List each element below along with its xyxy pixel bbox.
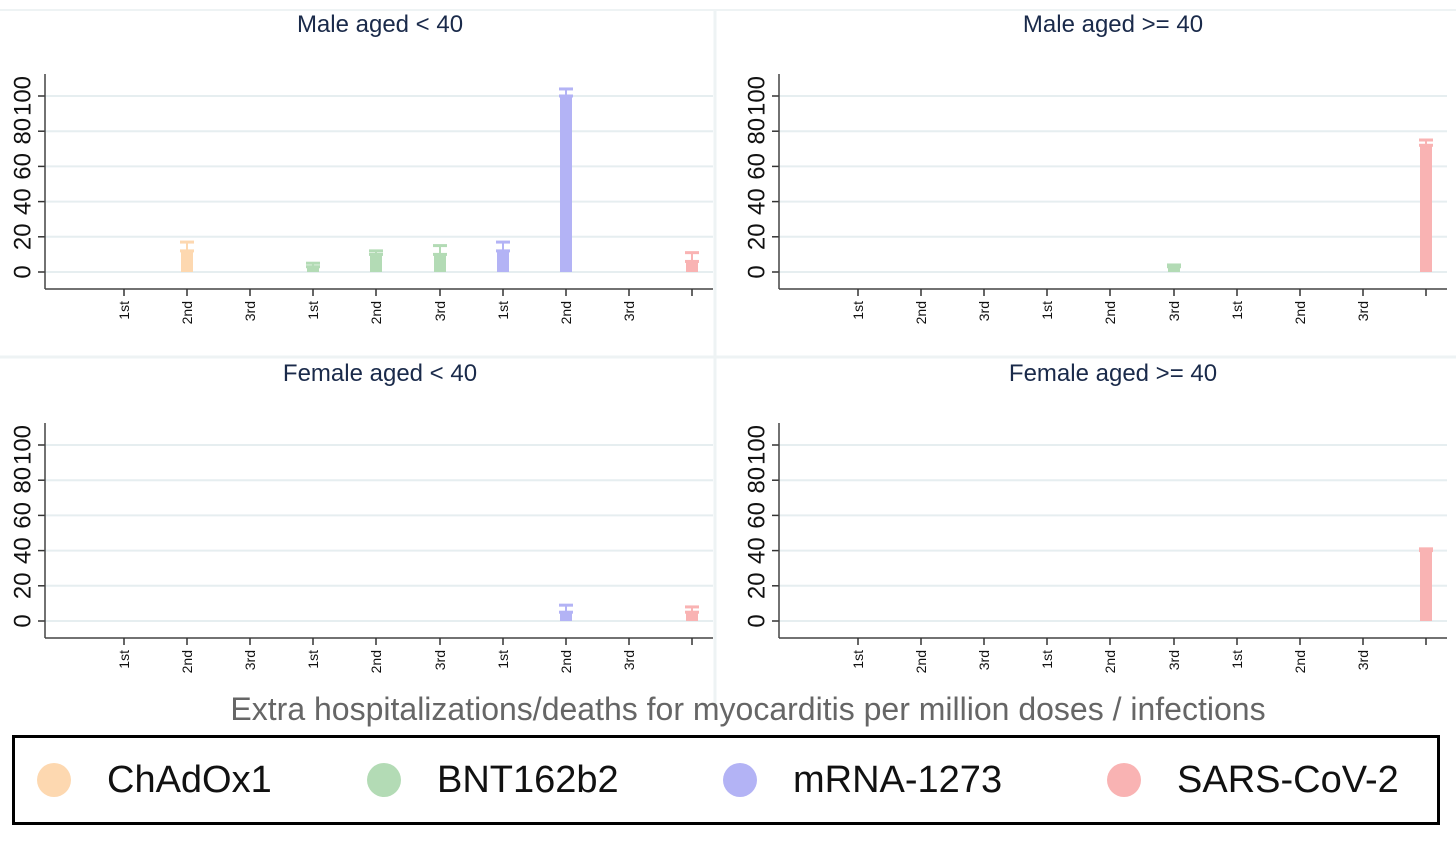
y-tick-label: 100 [10, 76, 37, 116]
y-tick-label: 60 [744, 502, 771, 529]
x-tick-label: 2nd [1292, 650, 1308, 673]
x-tick-label: 2nd [368, 650, 384, 673]
x-tick-label: 2nd [179, 650, 195, 673]
data-bar [370, 254, 382, 272]
x-tick-label: 3rd [976, 301, 992, 321]
panel-title: Female aged >= 40 [1009, 360, 1217, 387]
legend-swatch [367, 763, 401, 797]
legend-swatch [37, 763, 71, 797]
panel-title: Female aged < 40 [283, 360, 477, 387]
x-tick-label: 1st [495, 301, 511, 320]
data-bar [1420, 145, 1432, 272]
data-bar [1420, 550, 1432, 621]
y-tick-label: 80 [10, 467, 37, 494]
x-tick-label: 1st [1039, 301, 1055, 320]
y-tick-label: 20 [10, 223, 37, 250]
x-tick-label: 3rd [976, 650, 992, 670]
y-tick-label: 80 [744, 467, 771, 494]
x-tick-label: 3rd [621, 301, 637, 321]
y-tick-label: 100 [744, 425, 771, 465]
legend-swatch [1107, 763, 1141, 797]
panel-title: Male aged >= 40 [1023, 11, 1203, 38]
legend: ChAdOx1 BNT162b2 mRNA-1273 SARS-CoV-2 [12, 735, 1440, 825]
x-tick-label: 3rd [1355, 301, 1371, 321]
y-tick-label: 0 [10, 614, 37, 627]
x-tick-label: 2nd [368, 301, 384, 324]
y-tick-label: 100 [10, 425, 37, 465]
legend-swatch [723, 763, 757, 797]
x-tick-label: 2nd [913, 301, 929, 324]
data-bar [181, 250, 193, 272]
y-tick-label: 80 [10, 118, 37, 145]
data-bar [686, 612, 698, 621]
x-tick-label: 1st [305, 650, 321, 669]
legend-item: mRNA-1273 [723, 738, 1002, 822]
y-tick-label: 0 [744, 614, 771, 627]
x-tick-label: 2nd [558, 301, 574, 324]
x-tick-label: 1st [495, 650, 511, 669]
y-tick-label: 40 [10, 188, 37, 215]
y-tick-label: 40 [744, 188, 771, 215]
x-tick-label: 2nd [1102, 301, 1118, 324]
x-tick-label: 2nd [913, 650, 929, 673]
y-tick-label: 60 [744, 153, 771, 180]
data-bar [560, 612, 572, 621]
y-tick-label: 0 [10, 265, 37, 278]
data-bar [560, 96, 572, 272]
x-tick-label: 1st [850, 650, 866, 669]
data-bar [434, 254, 446, 272]
x-tick-label: 3rd [242, 301, 258, 321]
y-tick-label: 60 [10, 153, 37, 180]
data-bar [1168, 266, 1180, 272]
x-tick-label: 1st [1039, 650, 1055, 669]
legend-label: mRNA-1273 [793, 758, 1003, 801]
x-tick-label: 3rd [432, 650, 448, 670]
x-tick-label: 1st [305, 301, 321, 320]
x-tick-label: 1st [1229, 650, 1245, 669]
x-tick-label: 2nd [1292, 301, 1308, 324]
data-bar [686, 261, 698, 272]
panel-title: Male aged < 40 [297, 11, 463, 38]
y-tick-label: 40 [744, 537, 771, 564]
y-tick-label: 40 [10, 537, 37, 564]
y-tick-label: 20 [744, 223, 771, 250]
legend-label: SARS-CoV-2 [1177, 758, 1399, 801]
data-bar [307, 266, 319, 272]
x-axis-title: Extra hospitalizations/deaths for myocar… [230, 691, 1265, 727]
x-tick-label: 2nd [179, 301, 195, 324]
y-tick-label: 0 [744, 265, 771, 278]
legend-item: SARS-CoV-2 [1107, 738, 1399, 822]
x-tick-label: 3rd [432, 301, 448, 321]
x-tick-label: 3rd [1166, 650, 1182, 670]
legend-label: BNT162b2 [437, 758, 619, 801]
y-tick-label: 80 [744, 118, 771, 145]
y-tick-label: 60 [10, 502, 37, 529]
data-bar [497, 250, 509, 272]
x-tick-label: 3rd [1355, 650, 1371, 670]
x-tick-label: 2nd [1102, 650, 1118, 673]
x-tick-label: 3rd [242, 650, 258, 670]
x-tick-label: 1st [116, 650, 132, 669]
legend-item: BNT162b2 [367, 738, 619, 822]
x-tick-label: 2nd [558, 650, 574, 673]
x-tick-label: 3rd [621, 650, 637, 670]
x-tick-label: 3rd [1166, 301, 1182, 321]
y-tick-label: 20 [10, 572, 37, 599]
y-tick-label: 100 [744, 76, 771, 116]
legend-item: ChAdOx1 [37, 738, 272, 822]
y-tick-label: 20 [744, 572, 771, 599]
x-tick-label: 1st [1229, 301, 1245, 320]
legend-label: ChAdOx1 [107, 758, 272, 801]
x-tick-label: 1st [116, 301, 132, 320]
x-tick-label: 1st [850, 301, 866, 320]
